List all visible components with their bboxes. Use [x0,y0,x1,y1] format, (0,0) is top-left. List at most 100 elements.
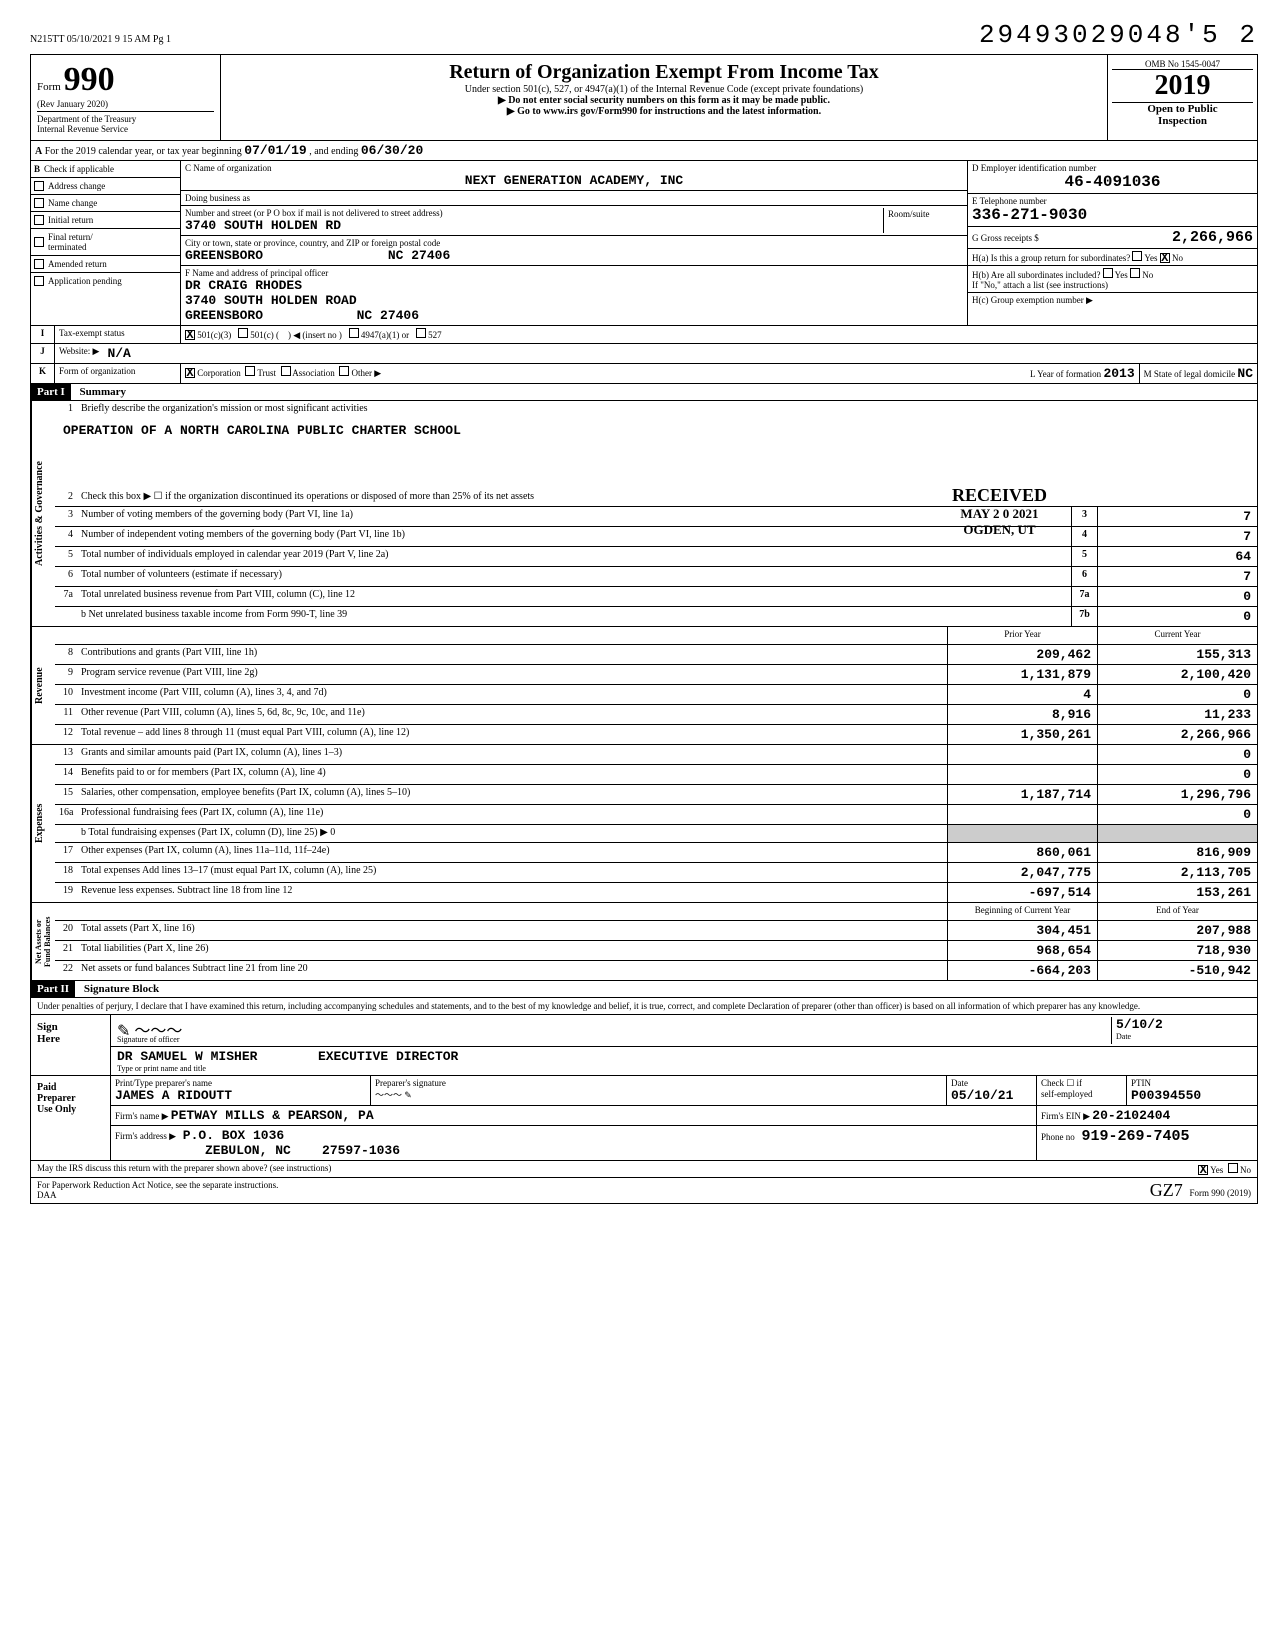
check-name-change[interactable]: Name change [31,195,180,212]
discuss-row: May the IRS discuss this return with the… [30,1161,1258,1178]
checkbox-icon[interactable] [416,328,426,338]
checkbox-icon[interactable] [1228,1163,1238,1173]
current-year-header: Current Year [1097,627,1257,644]
section-b-through-h: B Check if applicable Address change Nam… [30,161,1258,326]
preparer-name: JAMES A RIDOUTT [115,1088,366,1103]
prep-date-label: Date [951,1078,1032,1088]
form-number-block: Form 990 [37,61,214,99]
part-1-header-row: Part I Summary [30,384,1258,401]
line-text: b Net unrelated business taxable income … [77,607,1071,626]
summary-line: 10 Investment income (Part VIII, column … [55,685,1257,705]
c-label: 501(c) [250,330,274,340]
line-num: 13 [55,745,77,764]
sig-date: 5/10/2 [1116,1017,1251,1032]
prior-value [947,745,1097,764]
checkbox-icon[interactable] [349,328,359,338]
summary-line: 11 Other revenue (Part VIII, column (A),… [55,705,1257,725]
row-a-letter: A [35,146,42,157]
checkbox-icon [34,259,44,269]
subtitle-1: Under section 501(c), 527, or 4947(a)(1)… [227,84,1101,95]
checkbox-icon[interactable] [245,366,255,376]
check-final-return[interactable]: Final return/ terminated [31,229,180,256]
checkbox-icon[interactable] [281,366,291,376]
summary-body: Activities & Governance 1 Briefly descri… [30,401,1258,981]
form-title: Return of Organization Exempt From Incom… [227,61,1101,84]
prior-value: 968,654 [947,941,1097,960]
current-value: 155,313 [1097,645,1257,664]
ptin: P00394550 [1131,1088,1253,1103]
prior-value [947,765,1097,784]
line-value: 64 [1097,547,1257,566]
dba-label: Doing business as [185,193,250,203]
summary-line: 18 Total expenses Add lines 13–17 (must … [55,863,1257,883]
domicile-state: NC [1237,366,1253,381]
balance-lines: Beginning of Current Year End of Year 20… [55,903,1257,980]
tax-year: 2019 [1112,70,1253,102]
hb-block: H(b) Are all subordinates included? Yes … [968,266,1257,293]
line-ref: 4 [1071,527,1097,546]
section-revenue: Revenue Prior Year Current Year 8 Contri… [31,627,1257,745]
summary-line: 14 Benefits paid to or for members (Part… [55,765,1257,785]
prep-row-2: Firm's name ▶ PETWAY MILLS & PEARSON, PA… [111,1106,1257,1126]
signature-block: Under penalties of perjury, I declare th… [30,998,1258,1076]
vert-label-expenses: Expenses [31,745,55,902]
subtitle-3: ▶ Go to www.irs gov/Form990 for instruct… [227,106,1101,117]
checkbox-icon [34,198,44,208]
col-right: D Employer identification number 46-4091… [967,161,1257,325]
line-text: Total unrelated business revenue from Pa… [77,587,1071,606]
paid-preparer-block: Paid Preparer Use Only Print/Type prepar… [30,1076,1258,1161]
part-2-header: Part II [31,981,75,997]
line-text: Benefits paid to or for members (Part IX… [77,765,947,784]
checkbox-icon[interactable] [339,366,349,376]
firm-addr-label: Firm's address ▶ [115,1131,176,1141]
line-text: Other expenses (Part IX, column (A), lin… [77,843,947,862]
end-year-header: End of Year [1097,903,1257,920]
checkbox-icon [34,237,44,247]
yes-label: Yes [1115,270,1128,280]
website: N/A [103,344,134,363]
firm-name-label: Firm's name ▶ [115,1111,169,1121]
checkbox-icon [34,181,44,191]
line-num: 8 [55,645,77,664]
pra-notice: For Paperwork Reduction Act Notice, see … [37,1180,278,1190]
section-balances: Net Assets or Fund Balances Beginning of… [31,903,1257,980]
f-label: F Name and address of principal officer [185,268,963,278]
checkbox-icon[interactable] [1130,268,1140,278]
checkbox-icon[interactable] [238,328,248,338]
vert-label-balances: Net Assets or Fund Balances [31,903,55,980]
current-value: 0 [1097,685,1257,704]
no-label: No [1172,253,1183,263]
line-ref: 7b [1071,607,1097,626]
current-value: 2,266,966 [1097,725,1257,744]
checkbox-checked-icon[interactable]: X [185,368,195,378]
checkbox-checked-icon[interactable]: X [185,330,195,340]
line-text: Total number of individuals employed in … [77,547,1071,566]
check-application-pending[interactable]: Application pending [31,273,180,289]
dept-line: Department of the Treasury Internal Reve… [37,111,214,134]
blank [77,627,947,644]
current-value: -510,942 [1097,961,1257,980]
summary-line: 22 Net assets or fund balances Subtract … [55,961,1257,980]
checkbox-checked-icon[interactable]: X [1160,253,1170,263]
line-ref: 5 [1071,547,1097,566]
checkbox-icon[interactable] [1132,251,1142,261]
footer-row: For Paperwork Reduction Act Notice, see … [30,1178,1258,1204]
check-amended[interactable]: Amended return [31,256,180,273]
current-value: 11,233 [1097,705,1257,724]
addr-row: Number and street (or P O box if mail is… [181,206,967,236]
summary-line: 21 Total liabilities (Part X, line 26) 9… [55,941,1257,961]
check-initial-return[interactable]: Initial return [31,212,180,229]
checkbox-icon[interactable] [1103,268,1113,278]
sig-officer-label: Signature of officer [117,1035,1111,1044]
b-intro: Check if applicable [44,164,114,174]
line-num: 19 [55,883,77,902]
g-label: G Gross receipts $ [972,233,1039,243]
line-text: Contributions and grants (Part VIII, lin… [77,645,947,664]
checkbox-checked-icon[interactable]: X [1198,1165,1208,1175]
m-label: M State of legal domicile [1144,369,1235,379]
prep-sig-label: Preparer's signature [375,1078,942,1088]
blank [77,903,947,920]
check-address-change[interactable]: Address change [31,178,180,195]
k-options: X Corporation Trust Association Other ▶ [181,364,1026,383]
l-block: L Year of formation 2013 [1026,364,1140,383]
